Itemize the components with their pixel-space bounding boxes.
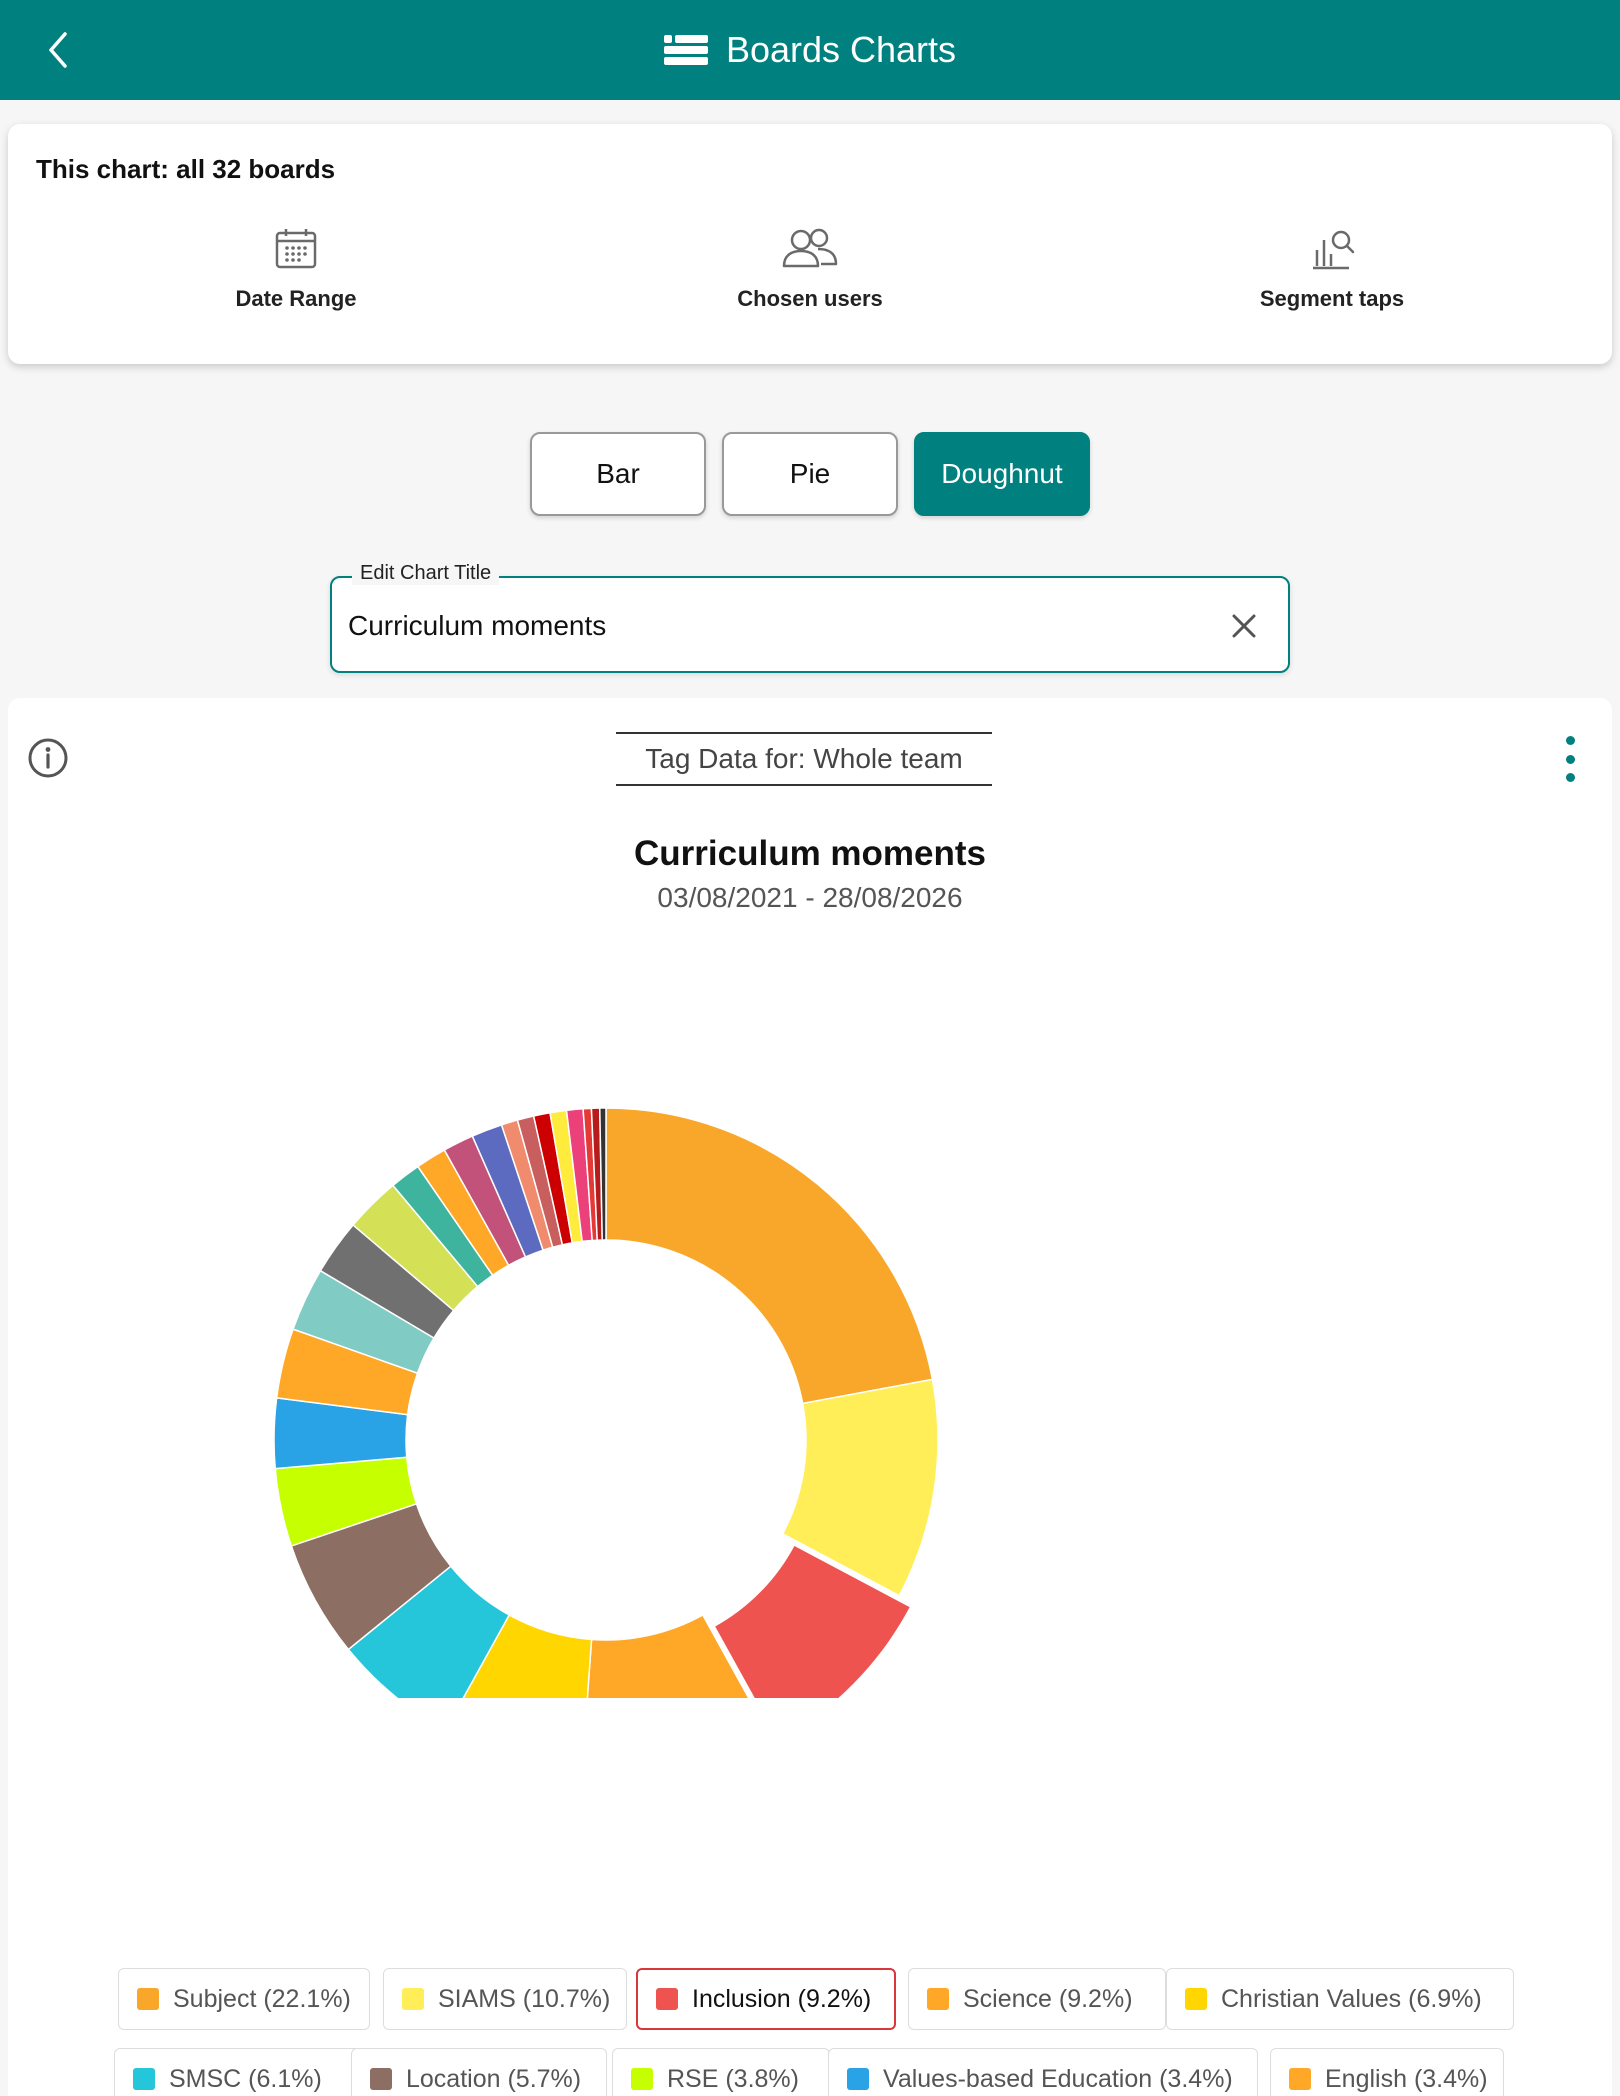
legend-item-values-based-education[interactable]: Values-based Education (3.4%) bbox=[828, 2048, 1258, 2096]
legend-swatch bbox=[927, 1988, 949, 2010]
legend-swatch bbox=[137, 1988, 159, 2010]
doughnut-segment-inclusion[interactable] bbox=[713, 1543, 912, 1698]
legend-label: Values-based Education (3.4%) bbox=[883, 2064, 1233, 2093]
date-range-label: Date Range bbox=[235, 286, 357, 311]
legend-label: Subject (22.1%) bbox=[173, 1984, 351, 2013]
legend-item-inclusion[interactable]: Inclusion (9.2%) bbox=[636, 1968, 896, 2030]
team-selector[interactable]: Tag Data for: Whole team bbox=[616, 732, 992, 786]
legend-swatch bbox=[1185, 1988, 1207, 2010]
legend-item-location[interactable]: Location (5.7%) bbox=[351, 2048, 607, 2096]
info-icon[interactable] bbox=[24, 734, 72, 782]
segment-taps-button[interactable]: Segment taps bbox=[1182, 220, 1482, 330]
legend-swatch bbox=[847, 2068, 869, 2090]
doughnut-chart-button[interactable]: Doughnut bbox=[914, 432, 1090, 516]
filters-card: This chart: all 32 boards Date Range bbox=[8, 124, 1612, 364]
legend-item-english[interactable]: English (3.4%) bbox=[1270, 2048, 1504, 2096]
legend-swatch bbox=[631, 2068, 653, 2090]
legend-item-christian-values[interactable]: Christian Values (6.9%) bbox=[1166, 1968, 1514, 2030]
header-title-group: Boards Charts bbox=[0, 0, 1620, 100]
legend-item-subject[interactable]: Subject (22.1%) bbox=[118, 1968, 370, 2030]
doughnut-segment-christian-values[interactable] bbox=[445, 1613, 593, 1698]
more-dot bbox=[1565, 736, 1575, 745]
legend-item-science[interactable]: Science (9.2%) bbox=[908, 1968, 1166, 2030]
legend-label: SIAMS (10.7%) bbox=[438, 1984, 611, 2013]
doughnut-chart bbox=[273, 1107, 939, 1698]
legend-item-rse[interactable]: RSE (3.8%) bbox=[612, 2048, 830, 2096]
date-range-button[interactable]: Date Range bbox=[146, 220, 446, 330]
legend-label: Location (5.7%) bbox=[406, 2064, 582, 2093]
legend-label: RSE (3.8%) bbox=[667, 2064, 799, 2093]
chart-search-icon bbox=[1313, 230, 1355, 270]
legend-swatch bbox=[1289, 2068, 1311, 2090]
more-dot bbox=[1565, 754, 1575, 764]
more-dot bbox=[1565, 773, 1575, 782]
clear-title-button[interactable] bbox=[1222, 604, 1266, 648]
segment-taps-label: Segment taps bbox=[1259, 286, 1405, 311]
doughnut-segment-subject[interactable] bbox=[605, 1107, 934, 1405]
chart-title-field-label: Edit Chart Title bbox=[352, 562, 500, 585]
legend-label: Science (9.2%) bbox=[963, 1984, 1133, 2013]
legend-label: English (3.4%) bbox=[1325, 2064, 1488, 2093]
chart-date-range: 03/08/2021 - 28/08/2026 bbox=[657, 882, 963, 913]
chart-card: Tag Data for: Whole team Curriculum mome… bbox=[8, 698, 1612, 2096]
page-title: Boards Charts bbox=[725, 29, 957, 70]
bar-chart-button[interactable]: Bar bbox=[530, 432, 706, 516]
chevron-left-icon bbox=[49, 32, 67, 68]
doughnut-segment-other-24[interactable] bbox=[598, 1107, 607, 1241]
filters-summary: This chart: all 32 boards bbox=[36, 154, 336, 184]
chosen-users-button[interactable]: Chosen users bbox=[660, 220, 960, 330]
legend-swatch bbox=[133, 2068, 155, 2090]
doughnut-segment-science[interactable] bbox=[582, 1613, 767, 1698]
legend-label: Christian Values (6.9%) bbox=[1221, 1984, 1482, 2013]
users-icon bbox=[782, 228, 838, 268]
legend-item-smsc[interactable]: SMSC (6.1%) bbox=[114, 2048, 362, 2096]
app-header: Boards Charts bbox=[0, 0, 1620, 100]
legend-swatch bbox=[656, 1988, 678, 2010]
legend-label: Inclusion (9.2%) bbox=[692, 1984, 872, 2013]
chosen-users-label: Chosen users bbox=[737, 286, 883, 311]
boards-icon bbox=[663, 35, 708, 65]
close-icon bbox=[1232, 614, 1256, 638]
chart-title: Curriculum moments bbox=[634, 834, 986, 873]
more-options-button[interactable] bbox=[1552, 732, 1588, 786]
pie-chart-button[interactable]: Pie bbox=[722, 432, 898, 516]
calendar-icon bbox=[275, 229, 317, 269]
doughnut-segment-siams[interactable] bbox=[781, 1378, 939, 1597]
legend-swatch bbox=[402, 1988, 424, 2010]
back-button[interactable] bbox=[32, 24, 84, 76]
chart-title-input[interactable] bbox=[348, 602, 1188, 650]
legend-label: SMSC (6.1%) bbox=[169, 2064, 322, 2093]
legend-swatch bbox=[370, 2068, 392, 2090]
legend-item-siams[interactable]: SIAMS (10.7%) bbox=[383, 1968, 627, 2030]
chart-title-field: Edit Chart Title bbox=[330, 562, 1290, 673]
